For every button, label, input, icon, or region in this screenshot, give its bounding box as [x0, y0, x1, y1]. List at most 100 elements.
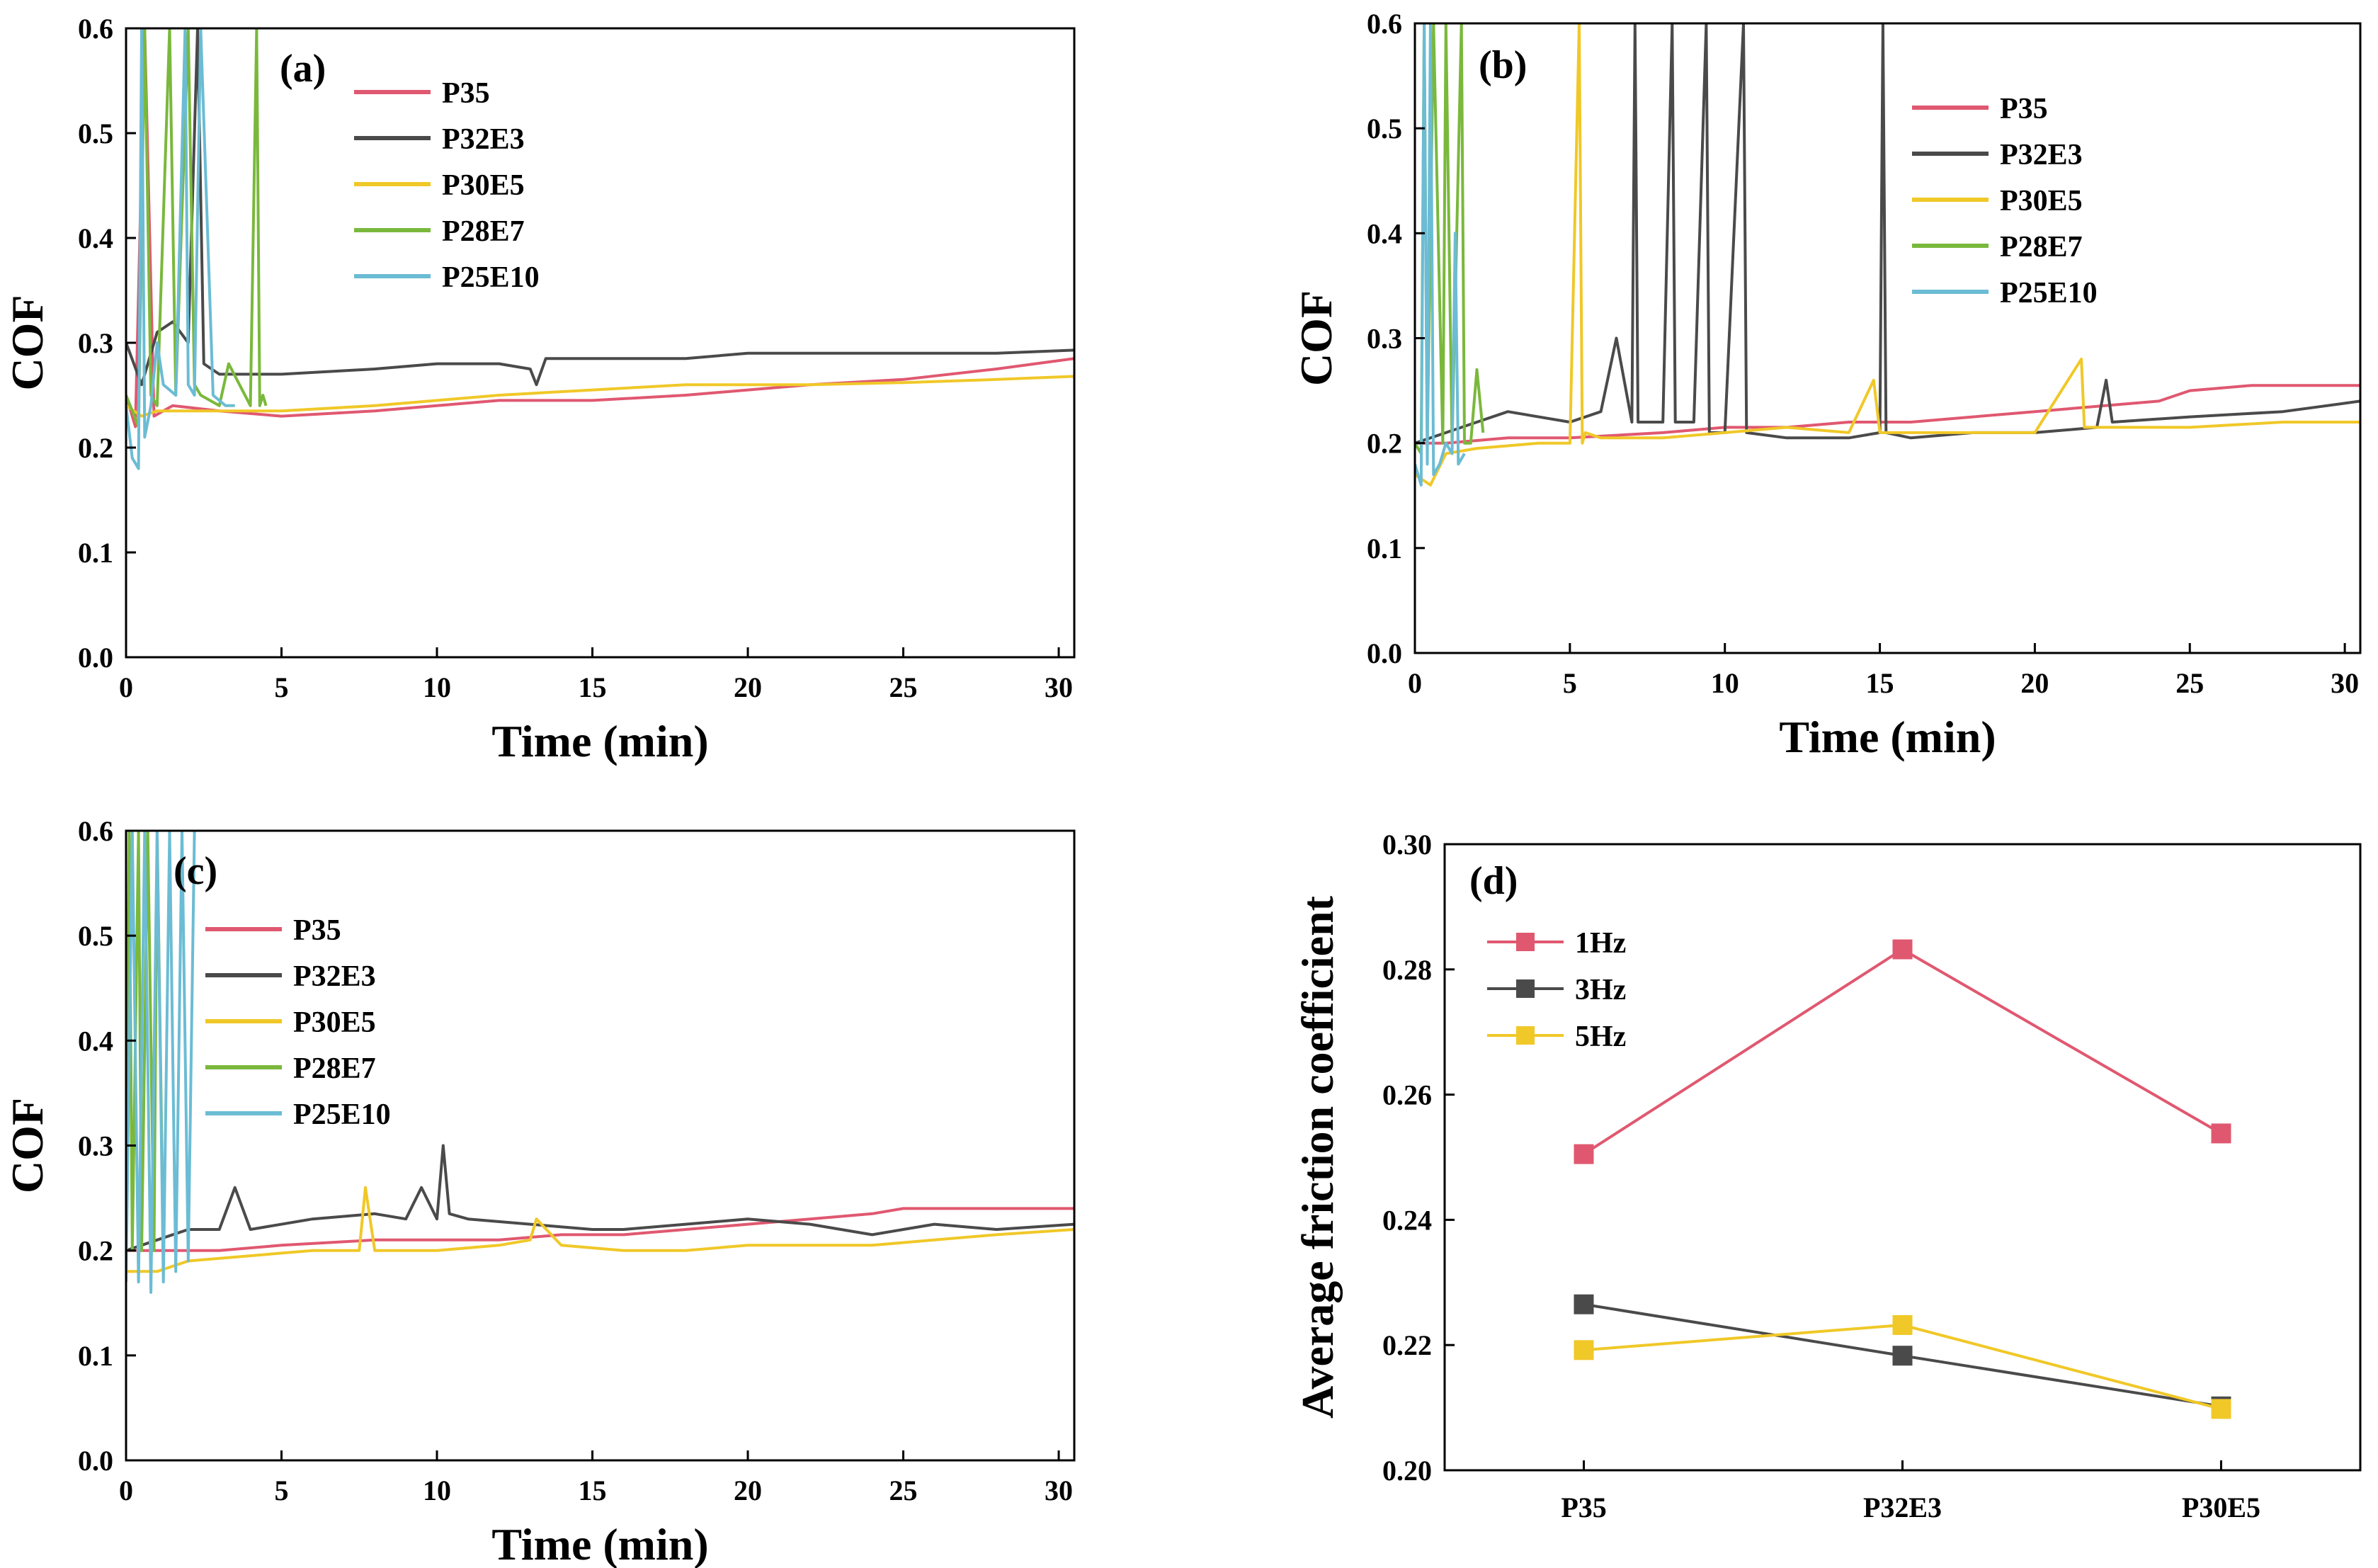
- marker-5hz-p32e3: [1892, 1314, 1913, 1335]
- marker-1hz-p32e3: [1892, 939, 1913, 960]
- legend-entry-p35: P35: [293, 914, 341, 947]
- legend: P35 P32E3 P30E5 P28E7 P25E10: [205, 914, 391, 1131]
- y-tick-label: 0.6: [78, 815, 113, 847]
- series-line-p32e3: [126, 28, 1074, 387]
- marker-1hz-p30e5: [2211, 1123, 2231, 1144]
- series-line-5hz: [1583, 1323, 2222, 1411]
- legend: P35 P32E3 P30E5 P28E7 P25E10: [1912, 93, 2098, 309]
- marker-5hz-p35: [1574, 1340, 1594, 1360]
- y-axis-label: Average friction coefficient: [1292, 895, 1343, 1419]
- y-tick-label: 0.1: [78, 1340, 113, 1372]
- panel-b: 0.0 0.1 0.2 0.3 0.4 0.5 0.6 0 5 10 15 20 25 30 Time (m…: [1291, 8, 2362, 762]
- x-tick-label: 10: [1711, 667, 1739, 699]
- x-tick-label: 15: [579, 671, 607, 703]
- series-line-p32e3: [1415, 23, 2360, 445]
- legend-entry-p25e10: P25E10: [2000, 277, 2098, 309]
- y-tick-label: 0.5: [78, 118, 113, 149]
- marker-1hz-p35: [1574, 1144, 1594, 1164]
- panel-label: (b): [1479, 43, 1527, 87]
- y-tick-label: 0.5: [1367, 113, 1402, 144]
- y-tick-label: 0.0: [1367, 637, 1402, 669]
- panel-d: 0.20 0.22 0.24 0.26 0.28 0.30 P35 P32E3 P30E5 Ave…: [1292, 829, 2362, 1523]
- x-tick-label: 20: [2020, 667, 2049, 699]
- legend-marker-3hz: [1516, 979, 1535, 998]
- x-tick-label: 25: [889, 1475, 918, 1506]
- plot-frame: [125, 829, 1076, 1462]
- legend-entry-3hz: 3Hz: [1575, 974, 1626, 1006]
- y-axis-label: COF: [2, 1098, 52, 1193]
- panel-a: 0.0 0.1 0.2 0.3 0.4 0.5 0.6 0 5 10 15 20 25 30 Time (m…: [2, 13, 1076, 766]
- series-group: [126, 28, 1074, 470]
- plot-frame: [125, 27, 1076, 659]
- legend-entry-p32e3: P32E3: [442, 123, 525, 156]
- series-line-p25e10: [126, 831, 196, 1294]
- legend: P35 P32E3 P30E5 P28E7 P25E10: [354, 77, 540, 294]
- x-tick-label: 30: [2331, 667, 2359, 699]
- y-tick-label: 0.0: [78, 1445, 113, 1477]
- panel-label: (d): [1469, 859, 1518, 903]
- x-tick-label: 25: [2175, 667, 2204, 699]
- y-tick-label: 0.3: [78, 327, 113, 359]
- y-axis-label: COF: [1291, 290, 1341, 386]
- x-tick-label: 15: [579, 1475, 607, 1506]
- x-tick-label: P30E5: [2182, 1492, 2260, 1523]
- legend-entry-p25e10: P25E10: [442, 261, 540, 294]
- y-tick-label: 0.2: [1367, 428, 1402, 460]
- x-tick-label: 20: [734, 1475, 762, 1506]
- y-tick-label: 0.6: [1367, 8, 1402, 40]
- y-tick-label: 0.3: [78, 1130, 113, 1162]
- x-tick-label: P35: [1561, 1492, 1606, 1523]
- series-group: [126, 831, 1074, 1294]
- y-tick-label: 0.26: [1382, 1079, 1432, 1111]
- series-line-p28e7: [1415, 23, 1485, 455]
- x-tick-label: 5: [1563, 667, 1577, 699]
- y-tick-label: 0.30: [1382, 829, 1432, 860]
- y-tick-label: 0.2: [78, 432, 113, 464]
- y-tick-label: 0.5: [78, 920, 113, 952]
- legend-marker-1hz: [1516, 933, 1535, 951]
- y-tick-label: 0.4: [78, 222, 113, 254]
- y-tick-label: 0.0: [78, 642, 113, 674]
- y-tick-label: 0.22: [1382, 1329, 1432, 1361]
- series-line-p30e5: [126, 375, 1074, 418]
- y-tick-label: 0.4: [1367, 217, 1402, 249]
- x-tick-label: 5: [275, 1475, 289, 1506]
- y-tick-label: 0.2: [78, 1235, 113, 1267]
- x-tick-label: P32E3: [1863, 1492, 1942, 1523]
- x-axis-label: Time (min): [1779, 712, 1996, 762]
- marker-3hz-p32e3: [1892, 1346, 1913, 1366]
- x-tick-label: 0: [119, 1475, 133, 1506]
- y-axis-label: COF: [2, 295, 52, 390]
- x-tick-label: 15: [1866, 667, 1894, 699]
- legend-entry-p28e7: P28E7: [2000, 231, 2083, 263]
- legend-entry-p35: P35: [442, 77, 490, 110]
- panel-label: (c): [173, 849, 217, 893]
- x-tick-label: 5: [275, 671, 289, 703]
- series-group: [1415, 23, 2360, 487]
- panel-c: 0.0 0.1 0.2 0.3 0.4 0.5 0.6 0 5 10 15 20 25 30 Time (m…: [2, 815, 1076, 1568]
- legend-entry-p30e5: P30E5: [2000, 185, 2083, 217]
- x-axis-label: Time (min): [491, 716, 708, 766]
- series-line-p30e5: [1415, 23, 2360, 487]
- legend-entry-p32e3: P32E3: [293, 960, 376, 993]
- y-tick-label: 0.4: [78, 1025, 113, 1057]
- y-tick-label: 0.1: [1367, 533, 1402, 564]
- legend-entry-p25e10: P25E10: [293, 1098, 391, 1131]
- legend-entry-p28e7: P28E7: [442, 215, 525, 248]
- x-tick-label: 0: [119, 671, 133, 703]
- x-tick-label: 0: [1408, 667, 1422, 699]
- x-tick-label: 10: [423, 671, 451, 703]
- series-line-p30e5: [126, 1186, 1074, 1273]
- plot-frame: [1413, 22, 2362, 654]
- x-tick-label: 10: [423, 1475, 451, 1506]
- y-tick-label: 0.24: [1382, 1204, 1432, 1236]
- y-tick-label: 0.20: [1382, 1455, 1432, 1487]
- legend-entry-p30e5: P30E5: [442, 169, 525, 202]
- x-tick-label: 30: [1045, 1475, 1073, 1506]
- y-tick-label: 0.3: [1367, 323, 1402, 355]
- marker-5hz-p30e5: [2211, 1399, 2231, 1419]
- legend-entry-p28e7: P28E7: [293, 1052, 376, 1085]
- x-axis-label: Time (min): [491, 1519, 708, 1568]
- legend-entry-p32e3: P32E3: [2000, 139, 2083, 171]
